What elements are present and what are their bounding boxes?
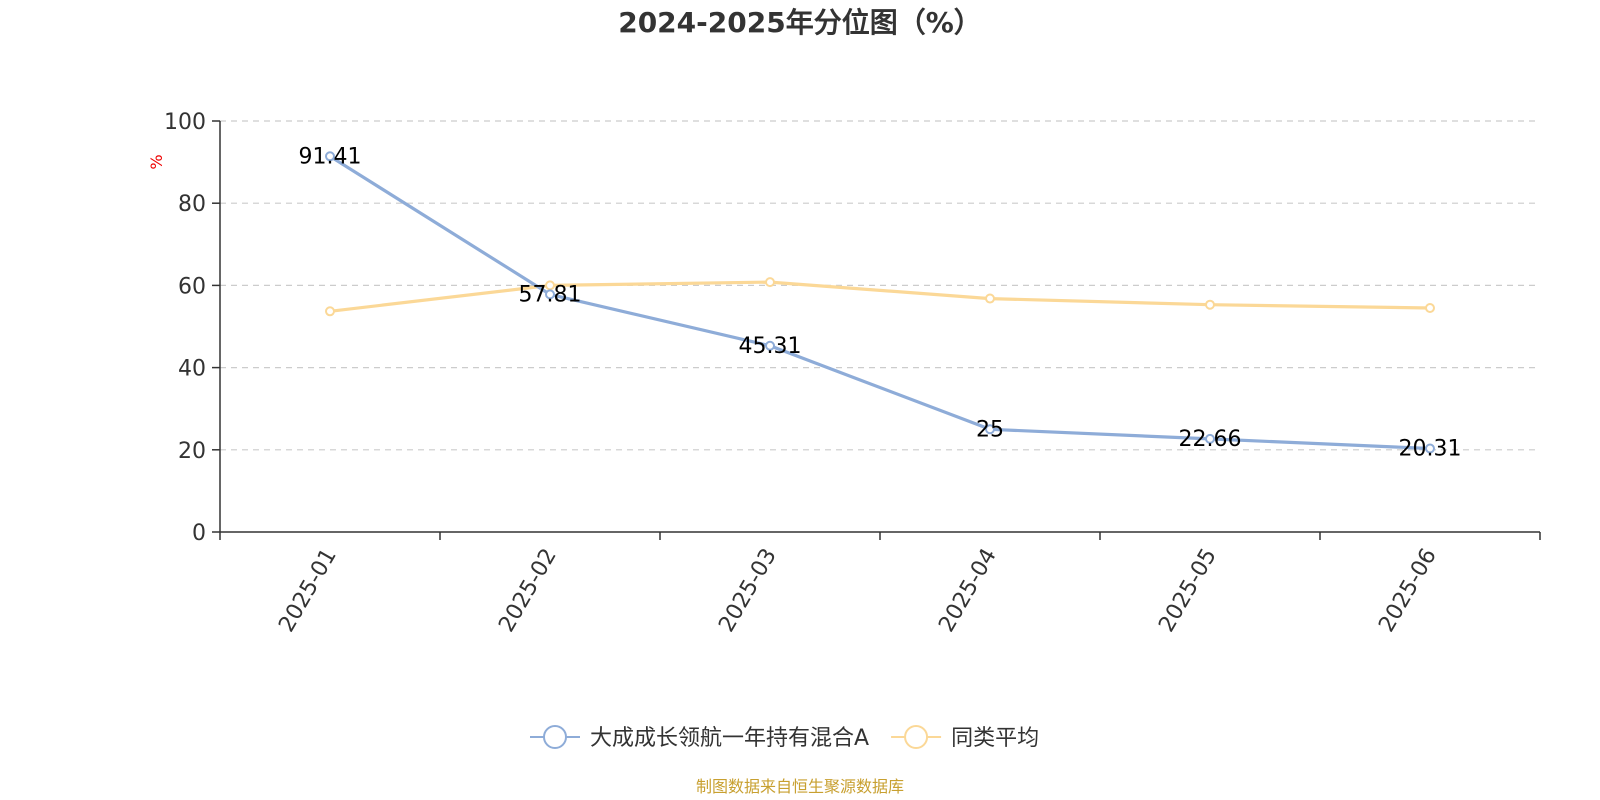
data-point[interactable]: [985, 293, 995, 304]
source-note: 制图数据来自恒生聚源数据库: [696, 777, 904, 796]
x-tick-label: 2025-04: [934, 544, 1002, 636]
series-line-0: [329, 154, 1431, 451]
legend-swatch-marker: [543, 725, 567, 749]
legend-label: 大成成长领航一年持有混合A: [590, 726, 869, 751]
y-tick-label: 40: [178, 357, 206, 382]
x-tick-label: 2025-01: [274, 544, 342, 636]
series-lines: [329, 154, 1431, 451]
x-axis-ticks: 2025-01 2025-02 2025-03 2025-04 2025-05 2025-…: [219, 532, 1541, 636]
data-point[interactable]: [1205, 299, 1215, 310]
y-tick-label: 20: [178, 439, 206, 464]
data-label: 20.31: [1399, 437, 1462, 462]
data-label: 91.41: [299, 144, 362, 169]
x-tick-label: 2025-05: [1154, 544, 1222, 636]
x-tick-label: 2025-03: [714, 544, 782, 636]
legend-item-0[interactable]: 大成成长领航一年持有混合A: [530, 725, 869, 751]
y-tick-label: 100: [164, 110, 206, 135]
data-point[interactable]: [985, 424, 995, 435]
data-point[interactable]: [325, 306, 335, 317]
x-tick-label: 2025-06: [1374, 544, 1442, 636]
data-labels: 91.41 57.81 45.31 25 22.66 20.31: [299, 144, 1462, 461]
data-label: 25: [976, 417, 1004, 442]
series-line-1: [329, 280, 1431, 313]
data-label: 22.66: [1179, 427, 1242, 452]
data-point[interactable]: [1425, 303, 1435, 314]
data-point[interactable]: [545, 280, 555, 291]
axes: [219, 121, 1540, 533]
y-axis-label: %: [147, 154, 166, 169]
data-label: 57.81: [519, 282, 582, 307]
y-axis-ticks: 0 20 40 60 80 100: [164, 110, 220, 546]
series-points: [325, 151, 1435, 454]
data-point[interactable]: [1205, 433, 1215, 444]
data-point[interactable]: [765, 340, 775, 351]
legend-label: 同类平均: [951, 726, 1039, 751]
y-tick-label: 60: [178, 274, 206, 299]
data-label: 45.31: [739, 334, 802, 359]
legend-swatch-marker: [904, 725, 929, 749]
y-tick-label: 0: [192, 521, 206, 546]
x-tick-label: 2025-02: [494, 544, 562, 636]
data-point[interactable]: [765, 277, 775, 288]
legend-item-1[interactable]: 同类平均: [891, 725, 1039, 751]
chart-title: 2024-2025年分位图（%）: [618, 6, 982, 39]
y-tick-label: 80: [178, 192, 206, 217]
legend[interactable]: 大成成长领航一年持有混合A 同类平均: [530, 725, 1039, 751]
grid-lines: [220, 120, 1540, 451]
data-point[interactable]: [545, 289, 555, 300]
data-point[interactable]: [325, 151, 335, 162]
data-point[interactable]: [1425, 443, 1435, 454]
